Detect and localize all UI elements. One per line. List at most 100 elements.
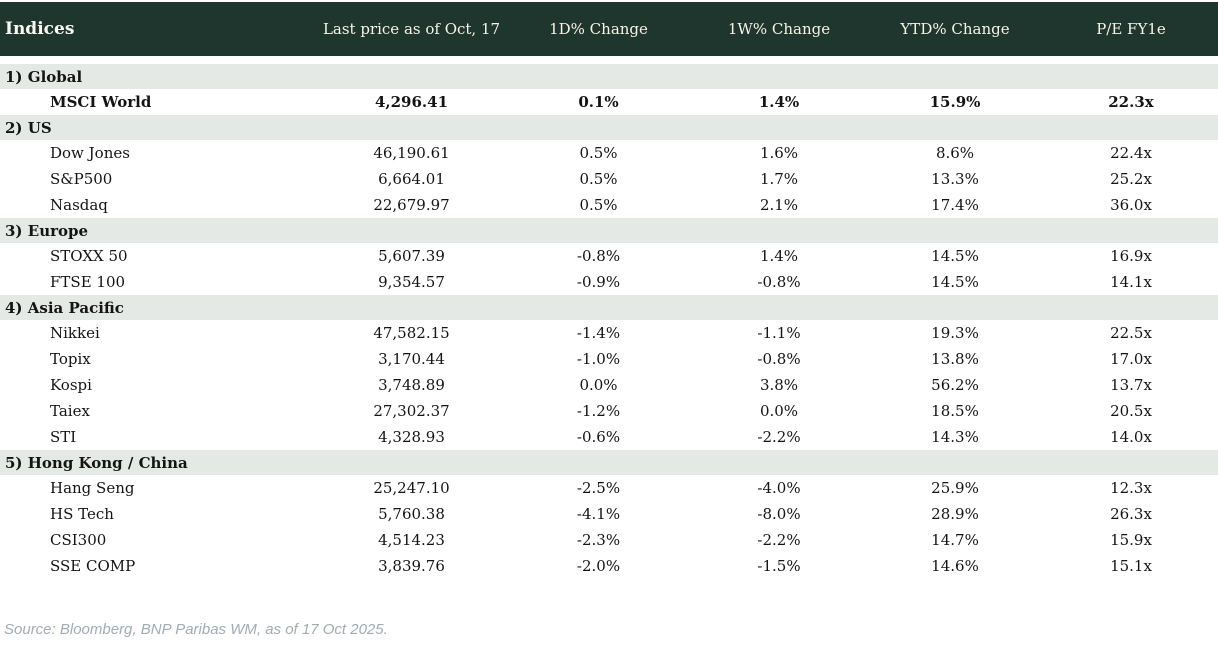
change-1w-value: 1.6% xyxy=(692,140,866,166)
change-1w-value: -0.8% xyxy=(692,269,866,295)
index-row: HS Tech 5,760.38 -4.1% -8.0% 28.9% 26.3x xyxy=(0,501,1218,527)
section-label: 1) Global xyxy=(0,60,1218,89)
section-label: 2) US xyxy=(0,115,1218,140)
section-label: 5) Hong Kong / China xyxy=(0,450,1218,475)
change-1d-value: 0.5% xyxy=(505,140,692,166)
last-price-value: 22,679.97 xyxy=(318,192,505,218)
last-price-value: 4,328.93 xyxy=(318,424,505,450)
index-name: STI xyxy=(0,424,318,450)
change-ytd-value: 13.3% xyxy=(866,166,1044,192)
index-name: S&P500 xyxy=(0,166,318,192)
pe-fy1e-value: 36.0x xyxy=(1044,192,1218,218)
index-row: Hang Seng 25,247.10 -2.5% -4.0% 25.9% 12.3x xyxy=(0,475,1218,501)
section-row: 4) Asia Pacific xyxy=(0,295,1218,320)
index-name: Dow Jones xyxy=(0,140,318,166)
change-ytd-value: 14.5% xyxy=(866,243,1044,269)
change-ytd-value: 15.9% xyxy=(866,89,1044,115)
column-header-1d-change: 1D% Change xyxy=(505,2,692,64)
column-header-last-price: Last price as of Oct, 17 xyxy=(318,2,505,64)
index-name: MSCI World xyxy=(0,89,318,115)
pe-fy1e-value: 16.9x xyxy=(1044,243,1218,269)
section-row: 3) Europe xyxy=(0,218,1218,243)
pe-fy1e-value: 22.5x xyxy=(1044,320,1218,346)
change-1w-value: 1.7% xyxy=(692,166,866,192)
index-row: FTSE 100 9,354.57 -0.9% -0.8% 14.5% 14.1x xyxy=(0,269,1218,295)
change-ytd-value: 13.8% xyxy=(866,346,1044,372)
index-row: Topix 3,170.44 -1.0% -0.8% 13.8% 17.0x xyxy=(0,346,1218,372)
change-1w-value: 3.8% xyxy=(692,372,866,398)
last-price-value: 46,190.61 xyxy=(318,140,505,166)
last-price-value: 4,296.41 xyxy=(318,89,505,115)
change-1d-value: -0.6% xyxy=(505,424,692,450)
last-price-value: 5,760.38 xyxy=(318,501,505,527)
indices-table: Indices Last price as of Oct, 17 1D% Cha… xyxy=(0,2,1218,579)
change-ytd-value: 14.5% xyxy=(866,269,1044,295)
change-ytd-value: 8.6% xyxy=(866,140,1044,166)
index-name: Nasdaq xyxy=(0,192,318,218)
table-body: 1) Global MSCI World 4,296.41 0.1% 1.4% 15.9%… xyxy=(0,60,1218,579)
change-1d-value: -4.1% xyxy=(505,501,692,527)
pe-fy1e-value: 22.4x xyxy=(1044,140,1218,166)
index-row: MSCI World 4,296.41 0.1% 1.4% 15.9% 22.3x xyxy=(0,89,1218,115)
index-name: Nikkei xyxy=(0,320,318,346)
index-row: Dow Jones 46,190.61 0.5% 1.6% 8.6% 22.4x xyxy=(0,140,1218,166)
index-row: Taiex 27,302.37 -1.2% 0.0% 18.5% 20.5x xyxy=(0,398,1218,424)
change-ytd-value: 25.9% xyxy=(866,475,1044,501)
pe-fy1e-value: 22.3x xyxy=(1044,89,1218,115)
index-name: HS Tech xyxy=(0,501,318,527)
change-1w-value: 1.4% xyxy=(692,89,866,115)
section-row: 5) Hong Kong / China xyxy=(0,450,1218,475)
section-row: 1) Global xyxy=(0,60,1218,89)
index-name: Kospi xyxy=(0,372,318,398)
change-1w-value: -8.0% xyxy=(692,501,866,527)
change-1d-value: -1.2% xyxy=(505,398,692,424)
change-1d-value: -2.3% xyxy=(505,527,692,553)
last-price-value: 4,514.23 xyxy=(318,527,505,553)
last-price-value: 47,582.15 xyxy=(318,320,505,346)
index-row: STOXX 50 5,607.39 -0.8% 1.4% 14.5% 16.9x xyxy=(0,243,1218,269)
table-title: Indices xyxy=(0,2,318,64)
change-ytd-value: 14.3% xyxy=(866,424,1044,450)
pe-fy1e-value: 17.0x xyxy=(1044,346,1218,372)
pe-fy1e-value: 14.1x xyxy=(1044,269,1218,295)
last-price-value: 5,607.39 xyxy=(318,243,505,269)
index-name: Hang Seng xyxy=(0,475,318,501)
change-1w-value: -0.8% xyxy=(692,346,866,372)
change-1d-value: -1.4% xyxy=(505,320,692,346)
change-ytd-value: 14.7% xyxy=(866,527,1044,553)
last-price-value: 25,247.10 xyxy=(318,475,505,501)
index-name: SSE COMP xyxy=(0,553,318,579)
pe-fy1e-value: 15.1x xyxy=(1044,553,1218,579)
change-1w-value: -1.1% xyxy=(692,320,866,346)
change-ytd-value: 18.5% xyxy=(866,398,1044,424)
change-ytd-value: 28.9% xyxy=(866,501,1044,527)
index-name: FTSE 100 xyxy=(0,269,318,295)
pe-fy1e-value: 20.5x xyxy=(1044,398,1218,424)
last-price-value: 3,839.76 xyxy=(318,553,505,579)
index-name: STOXX 50 xyxy=(0,243,318,269)
change-ytd-value: 19.3% xyxy=(866,320,1044,346)
change-1w-value: 2.1% xyxy=(692,192,866,218)
pe-fy1e-value: 26.3x xyxy=(1044,501,1218,527)
pe-fy1e-value: 12.3x xyxy=(1044,475,1218,501)
last-price-value: 3,748.89 xyxy=(318,372,505,398)
change-1w-value: 1.4% xyxy=(692,243,866,269)
change-ytd-value: 14.6% xyxy=(866,553,1044,579)
change-1d-value: 0.0% xyxy=(505,372,692,398)
column-header-pe-fy1e: P/E FY1e xyxy=(1044,2,1218,64)
column-header-1w-change: 1W% Change xyxy=(692,2,866,64)
last-price-value: 3,170.44 xyxy=(318,346,505,372)
index-name: CSI300 xyxy=(0,527,318,553)
last-price-value: 6,664.01 xyxy=(318,166,505,192)
index-name: Taiex xyxy=(0,398,318,424)
index-row: CSI300 4,514.23 -2.3% -2.2% 14.7% 15.9x xyxy=(0,527,1218,553)
change-1d-value: 0.5% xyxy=(505,192,692,218)
pe-fy1e-value: 14.0x xyxy=(1044,424,1218,450)
pe-fy1e-value: 25.2x xyxy=(1044,166,1218,192)
change-1d-value: -2.5% xyxy=(505,475,692,501)
section-label: 3) Europe xyxy=(0,218,1218,243)
change-1w-value: -1.5% xyxy=(692,553,866,579)
last-price-value: 9,354.57 xyxy=(318,269,505,295)
change-1d-value: -0.9% xyxy=(505,269,692,295)
index-row: Kospi 3,748.89 0.0% 3.8% 56.2% 13.7x xyxy=(0,372,1218,398)
